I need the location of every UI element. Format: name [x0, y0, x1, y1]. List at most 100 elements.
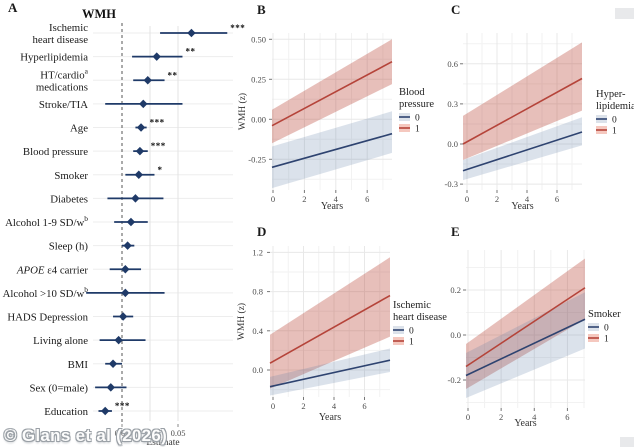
- confidence-band-0: [270, 348, 390, 396]
- row-label: Alcohol >10 SD/wb: [3, 285, 89, 300]
- tspan-shape: HADS Depression: [7, 312, 88, 324]
- x-axis-title: Years: [321, 201, 343, 212]
- estimate-diamond: [101, 406, 110, 416]
- legend-entry-label: 0: [409, 327, 414, 337]
- row-label: Alcohol 1-9 SD/wb: [5, 214, 88, 229]
- panel-letter-a: A: [8, 0, 18, 15]
- legend-title: pressure: [399, 99, 434, 110]
- x-axis-title: Years: [514, 418, 536, 429]
- forest-row: *** Blood pressure: [23, 141, 166, 158]
- legend-title: Smoker: [588, 309, 621, 320]
- x-tick-label: 2: [301, 401, 305, 411]
- row-label: HADS Depression: [7, 312, 88, 324]
- legend-title: lipidemia: [596, 101, 634, 112]
- y-tick-label: 1.2: [252, 247, 263, 257]
- confidence-band-1: [466, 258, 585, 389]
- y-tick-label: 0.50: [251, 34, 266, 44]
- tspan-shape: b: [84, 285, 88, 294]
- panel-letter-b: B: [257, 2, 266, 17]
- x-tick-label: 6: [362, 401, 366, 411]
- x-tick-label: 0: [271, 194, 275, 204]
- x-axis-title: Years: [511, 201, 533, 212]
- trend-line-0: [465, 318, 586, 377]
- tspan-shape: medications: [36, 81, 88, 93]
- x-tick-label: 4: [332, 401, 337, 411]
- tspan-shape: APOE: [16, 264, 45, 276]
- y-tick-label: 0.4: [252, 326, 263, 336]
- forest-row: Sex (0=male): [29, 382, 127, 394]
- legend-entry-label: 1: [612, 127, 617, 137]
- estimate-diamond: [123, 241, 132, 250]
- x-tick-label: 6: [565, 412, 569, 422]
- confidence-band-1: [272, 39, 392, 144]
- x-tick-label: 0: [465, 194, 469, 204]
- row-label: Blood pressure: [23, 146, 88, 158]
- legend-entry-label: 0: [604, 324, 609, 334]
- sig-stars: *: [157, 165, 162, 175]
- x-tick-label: 6: [555, 194, 559, 204]
- tspan-shape: Ischemic: [49, 22, 88, 34]
- watermark-artifact: [620, 437, 634, 447]
- row-label: Education: [44, 406, 88, 418]
- y-tick-label: -0.3: [445, 179, 458, 189]
- x-tick-label: 2: [495, 194, 499, 204]
- row-label: Sex (0=male): [29, 382, 88, 394]
- estimate-diamond: [118, 312, 128, 321]
- panel-letter-d: D: [257, 224, 267, 239]
- x-tick-label: 2: [302, 194, 306, 204]
- row-label: Age: [70, 123, 88, 135]
- legend-entry-label: 0: [612, 116, 617, 126]
- row-label: HT/cardioa medications: [36, 66, 89, 93]
- x-axis-title: Years: [319, 412, 341, 423]
- forest-row: *** Ischemic heart disease: [33, 22, 245, 46]
- sig-stars: **: [185, 47, 195, 57]
- trend-line-1: [269, 294, 391, 364]
- tspan-shape: Stroke/TIA: [39, 99, 88, 111]
- y-tick-label: 0.3: [447, 99, 458, 109]
- forest-row: ** Hyperlipidemia: [20, 47, 195, 64]
- y-tick-label: -0.25: [248, 154, 266, 164]
- tspan-shape: Alcohol >10 SD/w: [3, 288, 85, 300]
- estimate-diamond: [121, 288, 130, 298]
- forest-xlabel: Estimate: [146, 438, 179, 447]
- estimate-diamond: [126, 217, 136, 227]
- y-tick-label: 0.0: [252, 365, 263, 375]
- forest-row: Alcohol 1-9 SD/wb: [5, 214, 148, 229]
- tspan-shape: ε4 carrier: [45, 264, 89, 276]
- sig-stars: ***: [151, 141, 166, 151]
- panel-letter-e: E: [451, 224, 460, 239]
- row-label: Stroke/TIA: [39, 99, 88, 111]
- forest-row: ** HT/cardioa medications: [36, 66, 177, 93]
- y-tick-label: -0.2: [448, 375, 461, 385]
- tspan-shape: Sleep (h): [49, 241, 89, 253]
- y-tick-label: 0.0: [450, 330, 461, 340]
- y-tick-label: 0.8: [252, 287, 263, 297]
- legend-entry-label: 0: [415, 114, 420, 124]
- legend-entry-label: 1: [409, 338, 414, 348]
- x-tick-label: 0: [271, 401, 275, 411]
- legend-title: Blood: [399, 87, 425, 98]
- x-tick-label: 0.00: [115, 428, 130, 438]
- y-tick-label: 0.00: [251, 114, 266, 124]
- estimate-diamond: [106, 383, 115, 392]
- estimate-diamond: [136, 123, 146, 132]
- x-tick-label: 0: [466, 412, 470, 422]
- tspan-shape: heart disease: [33, 34, 89, 46]
- estimate-diamond: [135, 146, 145, 156]
- tspan-shape: Diabetes: [50, 193, 88, 205]
- forest-row: * Smoker: [54, 165, 162, 182]
- forest-row: Diabetes: [50, 193, 164, 205]
- row-label: APOE ε4 carrier: [16, 264, 88, 276]
- estimate-diamond: [131, 194, 140, 203]
- forest-row: APOE ε4 carrier: [16, 264, 142, 276]
- line-panel-D: 1.2 0.8 0.4 0.0 0 2 4 6 Years WMH (z) Ischemichear…: [236, 246, 447, 423]
- x-tick-label: 6: [365, 194, 369, 204]
- legend-entry-label: 1: [604, 335, 609, 345]
- forest-row: *** Age: [70, 118, 164, 135]
- estimate-diamond: [187, 28, 196, 38]
- estimate-diamond: [139, 99, 148, 109]
